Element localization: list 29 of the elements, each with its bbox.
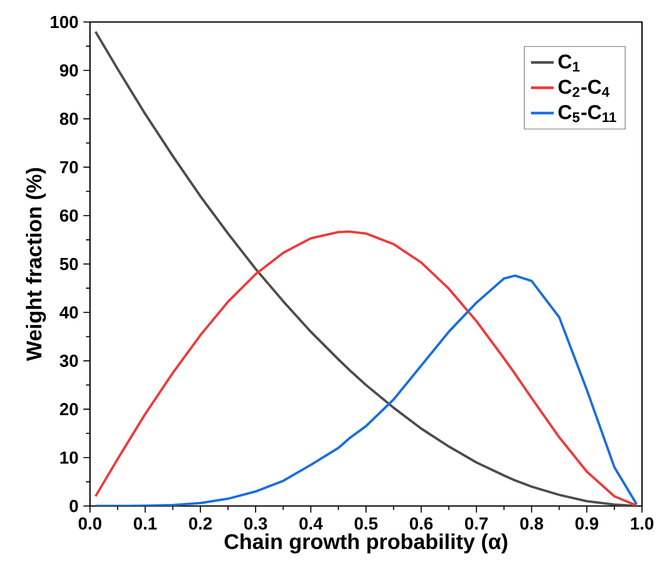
x-tick-label: 0.5 xyxy=(354,517,378,530)
y-tick-label: 30 xyxy=(60,354,78,367)
legend-label: C$_{1}$ xyxy=(558,54,580,72)
y-tick-label: 20 xyxy=(60,403,78,416)
y-tick-label: 90 xyxy=(60,64,78,77)
y-tick-label: 50 xyxy=(60,258,78,270)
y-tick-label: 0 xyxy=(70,500,78,512)
x-tick-label: 0.2 xyxy=(189,517,212,530)
y-tick-label: 40 xyxy=(60,306,78,319)
line-series xyxy=(94,274,638,506)
x-tick-label: 0.6 xyxy=(410,517,433,530)
x-tick-label: 0.3 xyxy=(244,517,268,530)
x-tick-label: 0.8 xyxy=(520,517,544,530)
y-axis-title: Weight fraction (%) xyxy=(26,168,46,361)
x-tick-label: 0.0 xyxy=(78,517,102,530)
y-tick-label: 80 xyxy=(60,112,78,125)
x-axis-title: Chain growth probability (α) xyxy=(224,534,508,554)
line-series xyxy=(94,230,638,506)
x-tick-label: 0.7 xyxy=(465,517,488,530)
y-tick-label: 60 xyxy=(60,209,78,222)
y-tick-label: 100 xyxy=(50,16,78,28)
y-tick-label: 10 xyxy=(60,451,78,464)
x-tick-label: 0.1 xyxy=(134,517,157,530)
x-tick-label: 0.4 xyxy=(299,517,323,530)
x-tick-label: 0.9 xyxy=(575,517,598,530)
legend-label: C$_{2}$-C$_{4}$ xyxy=(558,80,610,97)
legend-label: C$_{5}$-C$_{11}$ xyxy=(558,105,616,122)
y-tick-label: 70 xyxy=(60,161,78,174)
x-tick-label: 1.0 xyxy=(631,517,654,530)
